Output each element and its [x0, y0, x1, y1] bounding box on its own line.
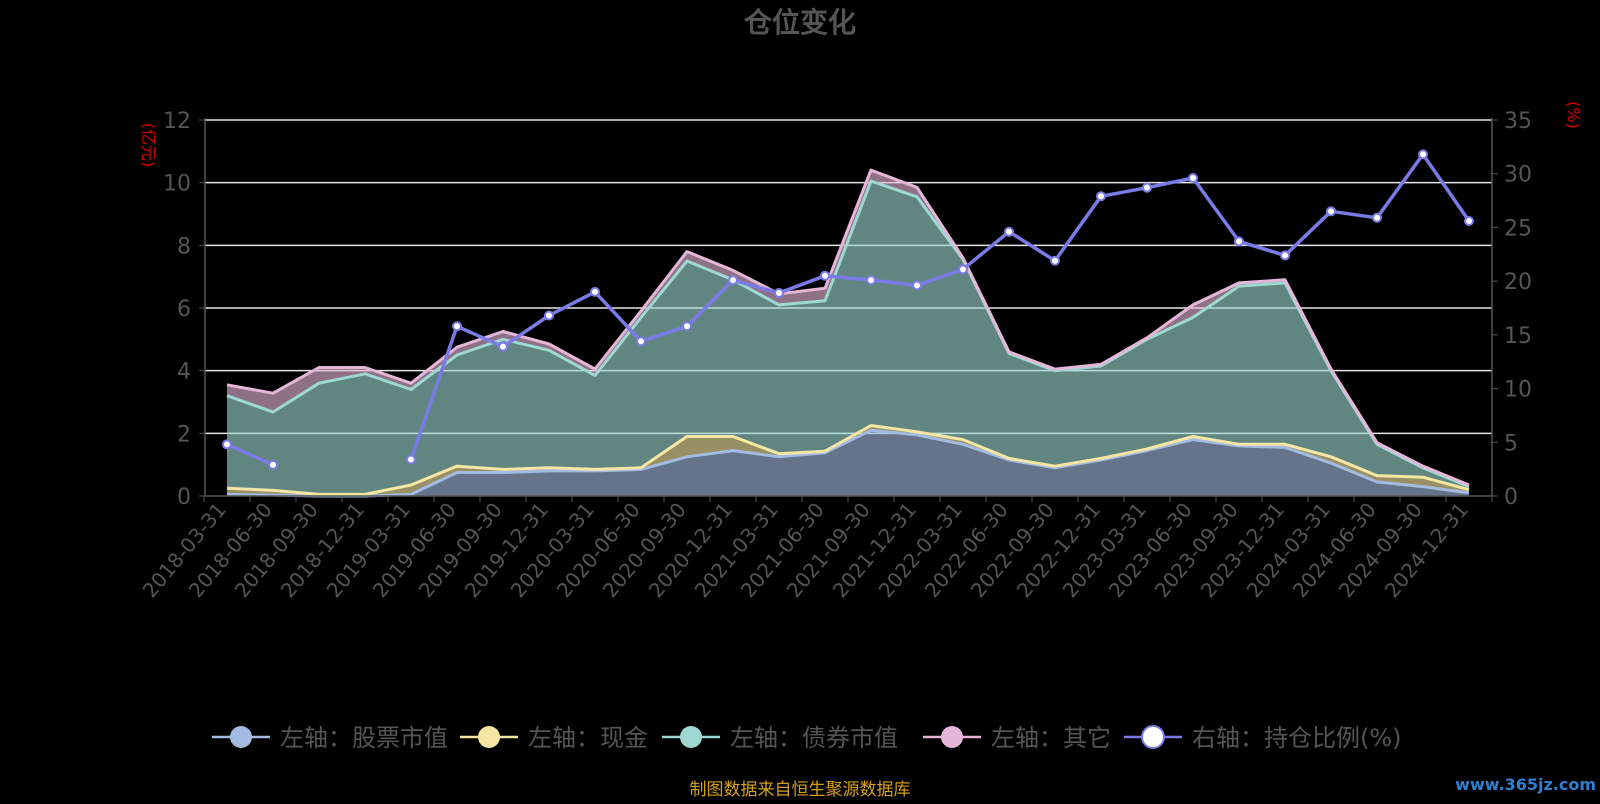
legend-label: 左轴：其它 [991, 724, 1111, 752]
right-axis-tick-label: 35 [1504, 109, 1532, 134]
right-axis-tick-label: 20 [1504, 270, 1532, 295]
legend-circle-marker [478, 726, 500, 748]
holding-ratio-point [222, 439, 232, 450]
area-fill [227, 170, 1469, 487]
legend[interactable]: 左轴：股票市值 左轴：现金 左轴：债券市值 左轴：其它 右轴：持仓比例(%) [212, 724, 1402, 752]
holding-ratio-point [1280, 250, 1290, 261]
holding-ratio-point [590, 286, 600, 297]
area-outline [226, 428, 1470, 498]
right-axis-tick-label: 0 [1504, 485, 1518, 510]
holding-ratio-point [912, 280, 922, 291]
holding-ratio-point [452, 321, 462, 332]
holding-ratio-point [498, 341, 508, 352]
holding-ratio-point [958, 264, 968, 275]
right-axis-tick-label: 5 [1504, 431, 1518, 456]
holding-ratio-point [544, 310, 554, 321]
chart-title: 仓位变化 [744, 6, 856, 39]
legend-item[interactable]: 左轴：其它 [923, 724, 1111, 752]
legend-item[interactable]: 左轴：债券市值 [662, 724, 898, 752]
legend-item[interactable]: 右轴：持仓比例(%) [1124, 724, 1402, 752]
holding-ratio-line [226, 152, 1471, 467]
area-fill [227, 430, 1469, 496]
left-axis-tick-label: 8 [177, 234, 191, 259]
holding-ratio-point [866, 275, 876, 286]
legend-circle-marker [680, 726, 702, 748]
holding-ratio-point [1004, 226, 1014, 237]
right-axis-tick-label: 30 [1504, 163, 1532, 188]
left-axis-tick-label: 10 [163, 172, 191, 197]
holding-ratio-point [728, 275, 738, 286]
holding-ratio-point [1050, 255, 1060, 266]
legend-circle-marker [1141, 725, 1165, 749]
right-axis-tick-label: 10 [1504, 378, 1532, 403]
legend-label: 右轴：持仓比例(%) [1192, 724, 1402, 752]
holding-ratio-point [820, 270, 830, 281]
holding-ratio-point [1142, 182, 1152, 193]
holding-ratio-point [1372, 212, 1382, 223]
area-outline [226, 168, 1470, 487]
left-axis-tick-label: 2 [177, 422, 191, 447]
watermark: www.365jz.com [1455, 775, 1596, 794]
holding-ratio-point [1188, 173, 1198, 184]
area-outline [226, 179, 1470, 488]
right-axis-tick-label: 15 [1504, 324, 1532, 349]
right-axis-unit: (%) [1564, 101, 1583, 129]
legend-circle-marker [941, 726, 963, 748]
holding-ratio-point [774, 287, 784, 298]
legend-item[interactable]: 左轴：现金 [460, 724, 648, 752]
area-fill [227, 181, 1469, 495]
left-axis-tick-label: 12 [163, 109, 191, 134]
holding-ratio-point [406, 454, 416, 465]
stacked-area-layer [226, 168, 1470, 498]
holding-ratio-point [682, 321, 692, 332]
data-source-note: 制图数据来自恒生聚源数据库 [690, 780, 911, 800]
legend-item[interactable]: 左轴：股票市值 [212, 724, 448, 752]
left-axis-unit: (亿元) [139, 123, 158, 168]
holding-ratio-line-layer [222, 149, 1474, 470]
left-axis-tick-label: 4 [177, 360, 191, 385]
holding-ratio-point [268, 459, 278, 470]
holding-ratio-point [1234, 236, 1244, 247]
right-axis-tick-label: 25 [1504, 216, 1532, 241]
holding-ratio-point [1096, 191, 1106, 202]
left-axis-tick-label: 6 [177, 297, 191, 322]
holding-ratio-point [1326, 206, 1336, 217]
holding-ratio-point [1464, 215, 1474, 226]
legend-label: 左轴：现金 [528, 724, 648, 752]
legend-label: 左轴：股票市值 [280, 724, 448, 752]
holding-ratio-point [636, 336, 646, 347]
area-outline [226, 424, 1470, 496]
legend-label: 左轴：债券市值 [730, 724, 898, 752]
left-axis-tick-label: 0 [177, 485, 191, 510]
holding-ratio-point [1418, 149, 1428, 160]
legend-circle-marker [230, 726, 252, 748]
